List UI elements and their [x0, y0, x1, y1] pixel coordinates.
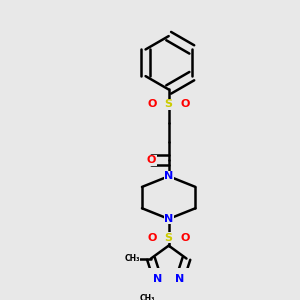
Text: O: O: [180, 232, 189, 243]
Text: O: O: [148, 99, 158, 109]
Text: N: N: [164, 214, 173, 224]
Text: S: S: [165, 99, 173, 109]
Text: O: O: [148, 232, 158, 243]
Text: O: O: [180, 99, 189, 109]
Text: N: N: [164, 171, 173, 181]
Text: N: N: [175, 274, 184, 284]
Text: O: O: [147, 155, 156, 165]
Text: CH₃: CH₃: [139, 294, 155, 300]
Text: CH₃: CH₃: [124, 254, 140, 263]
Text: N: N: [153, 274, 162, 284]
Text: S: S: [165, 232, 173, 243]
